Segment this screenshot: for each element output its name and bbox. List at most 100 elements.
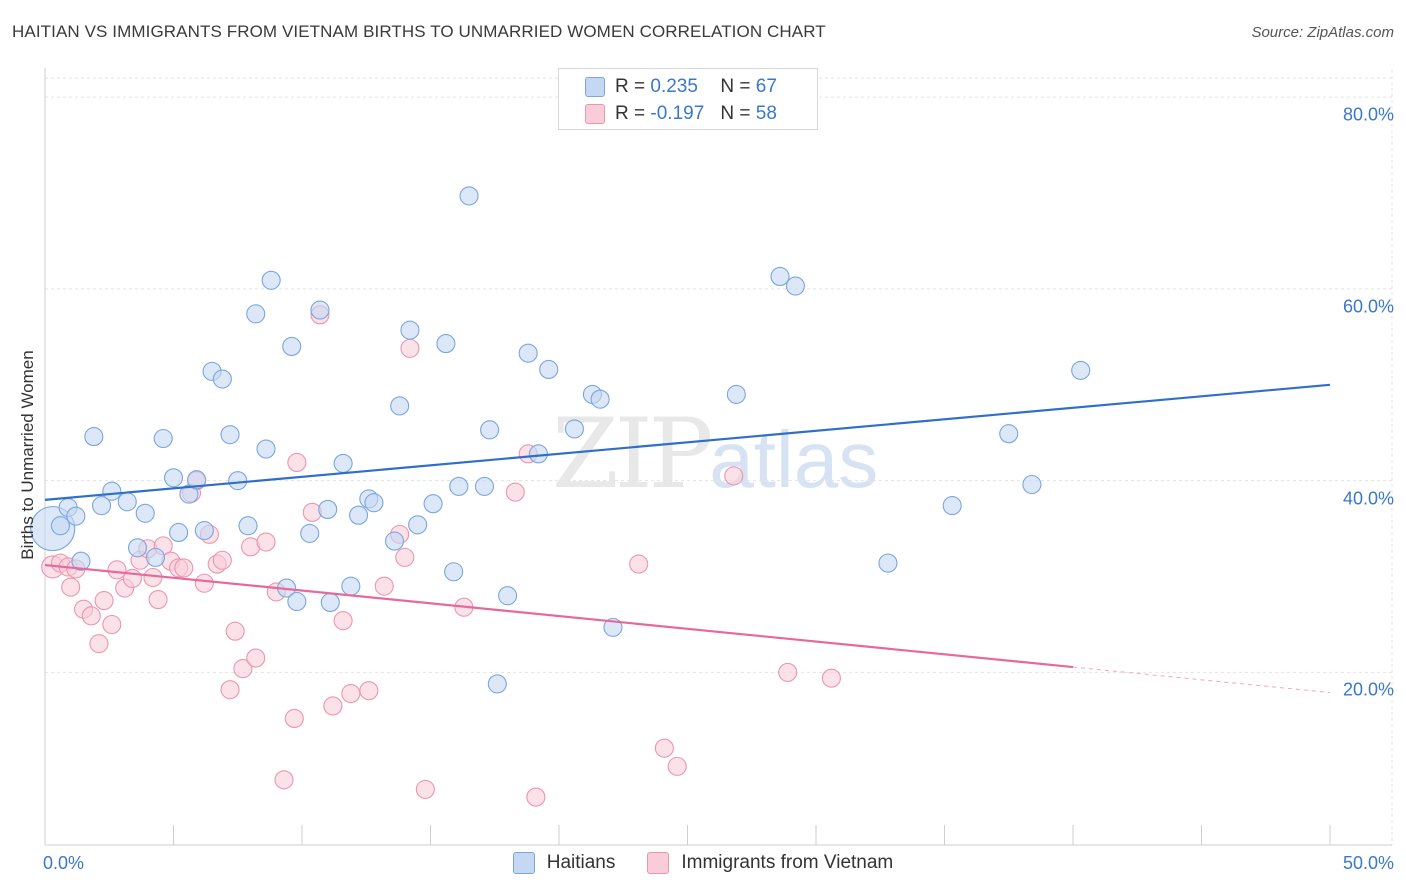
haitian-point — [341, 576, 361, 596]
vietnam-point — [233, 659, 253, 679]
haitian-point — [287, 591, 307, 612]
haitian-point — [84, 427, 104, 447]
vietnam-point — [81, 606, 101, 626]
source-label: Source: ZipAtlas.com — [1251, 24, 1394, 41]
gridlines — [45, 70, 1393, 845]
vietnam-point — [194, 573, 214, 593]
haitian-point — [384, 531, 405, 551]
haitian-point — [423, 494, 443, 514]
legend-item-vietnam[interactable]: Immigrants from Vietnam — [647, 852, 893, 874]
r-label: R = — [615, 103, 646, 124]
vietnam-point — [174, 558, 194, 578]
vietnam-point — [220, 680, 240, 700]
legend-label-haitians: Haitians — [546, 852, 616, 873]
haitian-point — [50, 516, 70, 536]
series-legend: Haitians Immigrants from Vietnam — [0, 852, 1406, 874]
haitian-point — [444, 562, 464, 582]
haitian-point — [364, 493, 384, 513]
haitian-point — [1071, 360, 1091, 380]
haitian-point — [436, 334, 456, 354]
haitian-point — [135, 503, 155, 523]
vietnam-point — [374, 576, 394, 596]
y-tick-label: 40.0% — [1342, 488, 1394, 509]
chart-title: HAITIAN VS IMMIGRANTS FROM VIETNAM BIRTH… — [12, 22, 826, 41]
haitian-point — [1022, 474, 1042, 495]
vietnam-point — [256, 532, 276, 552]
vietnam-point — [333, 611, 353, 631]
watermark-atlas: atlas — [709, 415, 879, 504]
haitian-point — [999, 424, 1019, 444]
haitian-point — [400, 320, 420, 340]
haitian-point — [785, 276, 805, 296]
haitian-point — [390, 396, 410, 416]
legend-row-vietnam: R = -0.197 N = 58 — [585, 102, 777, 126]
y-tick-label: 80.0% — [1342, 104, 1394, 125]
watermark: ZIPatlas — [552, 398, 878, 510]
haitian-point — [187, 470, 207, 490]
haitian-point — [91, 496, 112, 516]
haitian-point — [194, 520, 214, 541]
haitian-point — [169, 522, 189, 542]
vietnam-point — [724, 466, 744, 486]
haitian-point — [487, 674, 507, 694]
haitian-point — [163, 468, 184, 488]
vietnam-point — [400, 338, 420, 358]
vietnam-point — [284, 708, 304, 728]
vietnam-swatch — [647, 852, 670, 874]
haitian-point — [459, 186, 479, 206]
haitian-point — [498, 586, 518, 606]
haitian-point — [942, 496, 962, 516]
vietnam-point — [526, 787, 546, 807]
haitian-point — [261, 270, 281, 290]
haitian-point — [220, 425, 240, 445]
vietnam-point — [287, 452, 307, 473]
haitian-point — [528, 444, 548, 464]
n-value: 58 — [755, 103, 777, 124]
vietnam-point — [302, 502, 322, 522]
r-value: 0.235 — [650, 76, 698, 97]
haitian-point — [320, 592, 340, 612]
trend-lines — [44, 383, 1331, 694]
haitian-point — [71, 551, 91, 571]
haitian-point — [212, 369, 232, 389]
vietnam-point — [505, 482, 525, 502]
haitian-point — [564, 419, 584, 439]
vietnam-point — [654, 738, 674, 758]
haitians-trend-line — [44, 383, 1331, 501]
y-tick-label: 60.0% — [1342, 296, 1394, 317]
haitian-point — [480, 420, 500, 440]
vietnam-point — [246, 648, 266, 668]
vietnam-point — [143, 567, 163, 588]
x-tick-label: 50.0% — [1342, 853, 1394, 873]
haitian-point — [300, 523, 320, 543]
haitians-swatch — [585, 77, 605, 97]
watermark-zip: ZIP — [552, 398, 713, 510]
haitian-point — [282, 336, 302, 357]
haitian-point — [318, 499, 338, 519]
legend-label-vietnam: Immigrants from Vietnam — [681, 852, 894, 873]
r-value: -0.197 — [650, 103, 705, 124]
haitian-point — [127, 538, 148, 558]
haitian-point — [590, 389, 610, 409]
r-label: R = — [615, 76, 646, 97]
vietnam-point — [148, 590, 168, 610]
haitian-point — [539, 359, 559, 380]
haitian-point — [333, 453, 353, 473]
haitian-point — [102, 481, 122, 501]
vietnam-point — [274, 770, 294, 790]
vietnam-point — [667, 756, 687, 776]
n-label: N = — [720, 103, 751, 124]
vietnam-swatch — [585, 104, 605, 124]
n-label: N = — [720, 76, 751, 97]
vietnam-point — [61, 577, 81, 597]
haitian-point — [449, 476, 469, 496]
vietnam-point — [212, 550, 232, 570]
haitian-point — [518, 343, 538, 363]
legend-item-haitians[interactable]: Haitians — [512, 852, 616, 874]
haitian-point — [310, 300, 330, 320]
haitians-swatch — [512, 852, 535, 874]
vietnam-point — [94, 590, 114, 611]
n-value: 67 — [755, 76, 777, 97]
correlation-legend: R = 0.235 N = 67 R = -0.197 N = 58 — [558, 68, 818, 130]
vietnam-point — [415, 779, 435, 799]
